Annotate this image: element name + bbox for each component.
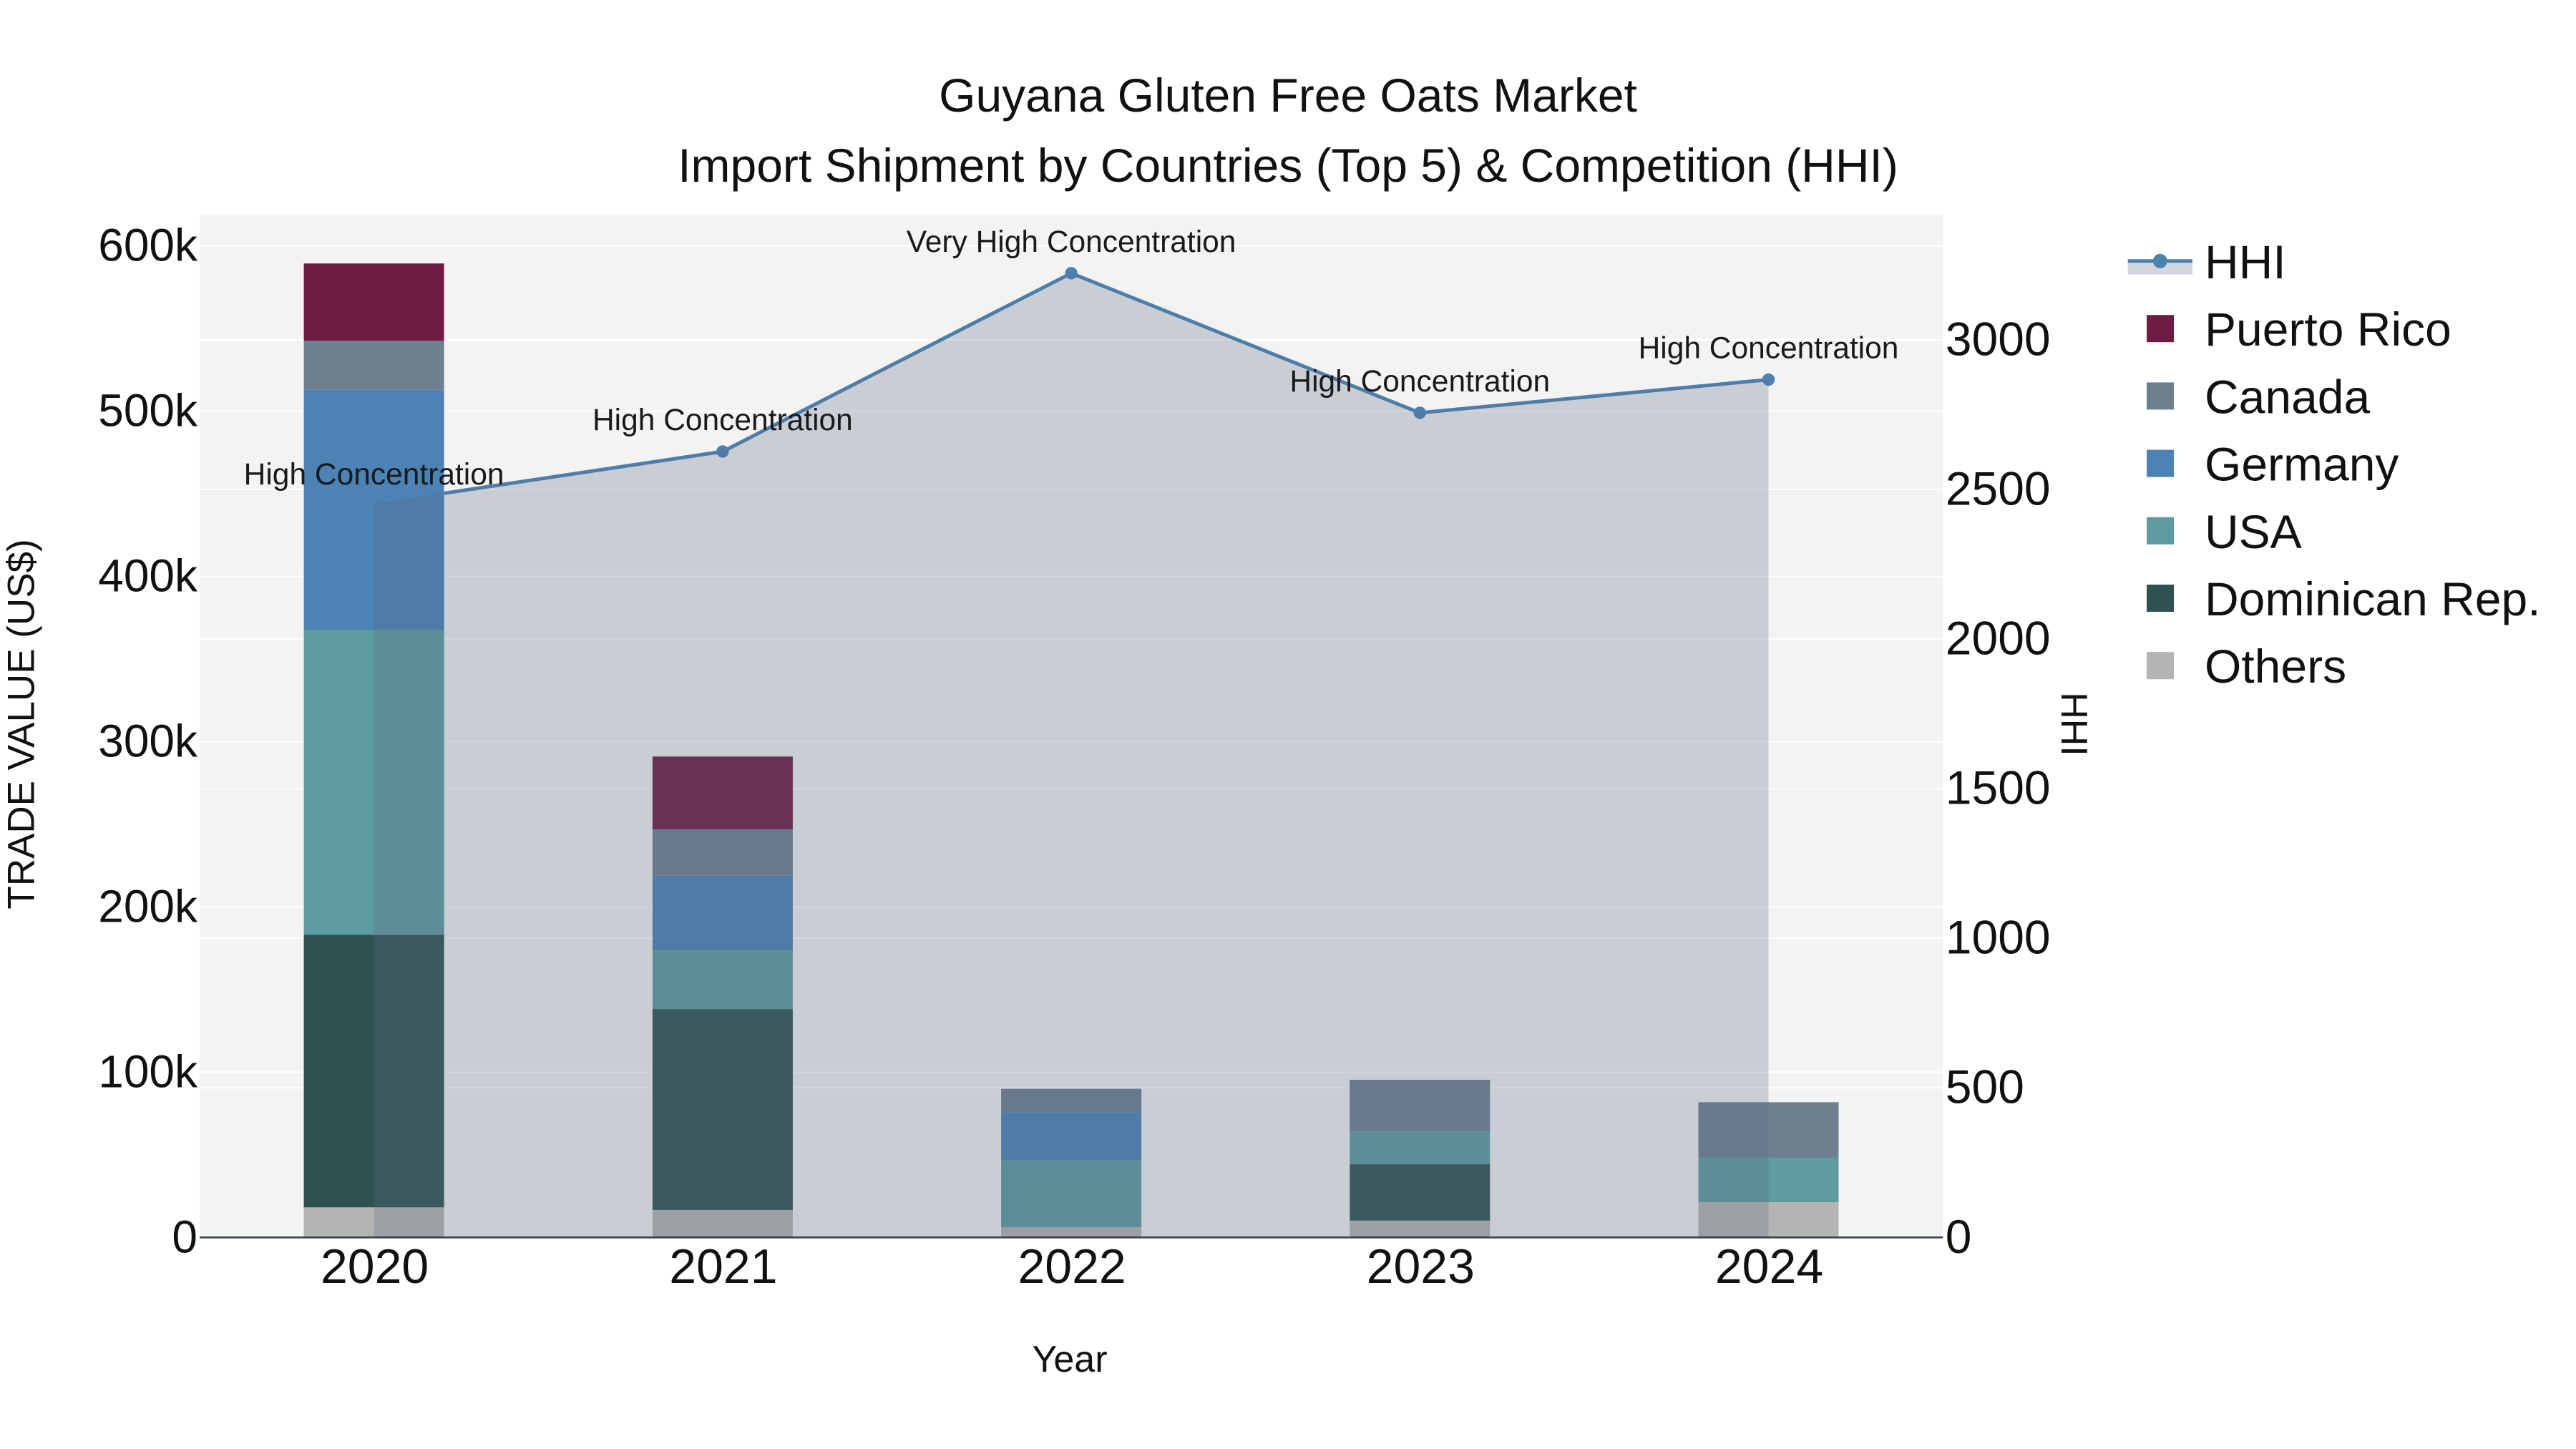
svg-text:3000: 3000 — [1946, 312, 2051, 365]
svg-text:Very High Concentration: Very High Concentration — [907, 225, 1236, 259]
svg-text:1500: 1500 — [1946, 761, 2051, 814]
svg-text:USA: USA — [2205, 505, 2302, 558]
svg-text:High Concentration: High Concentration — [1639, 332, 1899, 366]
svg-text:300k: 300k — [98, 716, 198, 767]
svg-text:600k: 600k — [98, 220, 198, 271]
svg-text:HHI: HHI — [2053, 692, 2094, 756]
svg-text:400k: 400k — [98, 550, 198, 602]
svg-text:0: 0 — [172, 1211, 197, 1262]
svg-text:100k: 100k — [98, 1045, 198, 1097]
svg-text:500k: 500k — [98, 385, 198, 436]
svg-text:High Concentration: High Concentration — [592, 404, 853, 437]
svg-text:HHI: HHI — [2205, 235, 2286, 288]
svg-text:Guyana Gluten Free Oats Market: Guyana Gluten Free Oats Market — [939, 69, 1637, 122]
svg-text:2024: 2024 — [1715, 1239, 1823, 1294]
svg-text:Canada: Canada — [2205, 370, 2370, 423]
svg-text:Others: Others — [2205, 640, 2346, 693]
svg-text:Year: Year — [1032, 1339, 1107, 1380]
svg-text:2022: 2022 — [1018, 1239, 1126, 1294]
svg-text:Puerto Rico: Puerto Rico — [2205, 303, 2451, 356]
svg-text:0: 0 — [1946, 1210, 1972, 1263]
svg-text:Germany: Germany — [2205, 438, 2399, 491]
svg-text:500: 500 — [1946, 1060, 2024, 1113]
svg-text:Import Shipment by Countries (: Import Shipment by Countries (Top 5) & C… — [678, 139, 1898, 192]
svg-text:1000: 1000 — [1946, 911, 2051, 964]
svg-text:200k: 200k — [98, 880, 198, 932]
svg-text:2023: 2023 — [1367, 1239, 1475, 1294]
svg-text:2000: 2000 — [1946, 612, 2051, 665]
svg-text:2021: 2021 — [669, 1239, 777, 1294]
svg-text:High Concentration: High Concentration — [1289, 365, 1550, 399]
svg-text:2020: 2020 — [321, 1239, 429, 1294]
svg-text:2500: 2500 — [1946, 462, 2051, 515]
svg-text:Dominican Rep.: Dominican Rep. — [2205, 572, 2541, 625]
svg-text:High Concentration: High Concentration — [244, 458, 504, 492]
svg-text:TRADE VALUE (US$): TRADE VALUE (US$) — [1, 539, 43, 909]
